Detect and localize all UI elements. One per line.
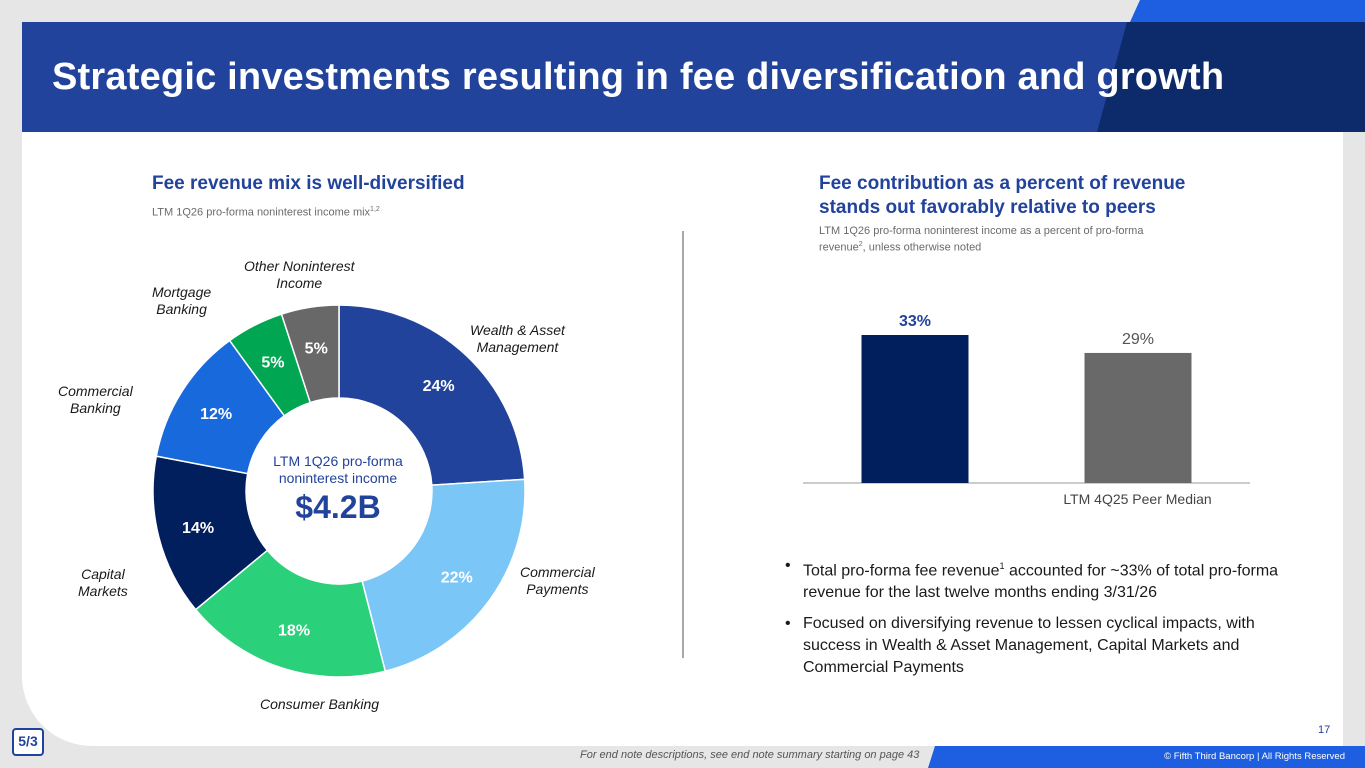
header-banner: Strategic investments resulting in fee d…: [22, 22, 1365, 132]
page-number: 17: [1318, 724, 1331, 736]
copyright: © Fifth Third Bancorp | All Rights Reser…: [1164, 751, 1345, 762]
right-section-title: Fee contribution as a percent of revenue…: [819, 173, 1186, 218]
right-section-subtitle: LTM 1Q26 pro-forma noninterest income as…: [819, 225, 1144, 254]
donut-slice-label: 5%: [305, 340, 328, 357]
label-wealth-asset-management: Wealth & Asset Management: [470, 322, 565, 355]
bullet-item: • Total pro-forma fee revenue1 accounted …: [785, 557, 1279, 602]
donut-slice: [194, 549, 387, 678]
donut-center-label: LTM 1Q26 pro-forma noninterest income: [273, 453, 403, 486]
label-commercial-payments: Commercial Payments: [520, 564, 595, 597]
left-section-title: Fee revenue mix is well-diversified: [152, 173, 465, 194]
bullet-dot: •: [785, 615, 791, 633]
section-divider: [682, 231, 684, 658]
donut-slice: [338, 304, 526, 486]
donut-slice: [280, 304, 340, 404]
label-other-noninterest-income: Other Noninterest Income: [244, 258, 355, 291]
donut-slice: [361, 478, 526, 673]
label-capital-markets: Capital Markets: [78, 566, 128, 599]
label-mortgage-banking: Mortgage Banking: [152, 284, 212, 317]
bar: [1084, 352, 1192, 483]
donut-slice-label: 12%: [200, 406, 232, 423]
label-consumer-banking: Consumer Banking: [260, 696, 380, 712]
donut-center-value: $4.2B: [295, 489, 381, 525]
header-accent-shape: [1097, 22, 1365, 132]
bar: [861, 335, 969, 483]
bar-value-label: 33%: [899, 313, 931, 330]
header-accent-strip: [1130, 0, 1365, 22]
donut-slice-label: 18%: [278, 622, 310, 639]
bar-value-label: 29%: [1122, 331, 1154, 348]
fifth-third-logo-icon: 5/3: [12, 728, 44, 756]
donut-slice-label: 14%: [182, 520, 214, 537]
bar-category-label-peer-median: LTM 4Q25 Peer Median: [1063, 491, 1212, 507]
left-section-subtitle: LTM 1Q26 pro-forma noninterest income mi…: [152, 206, 380, 219]
donut-slice-label: 22%: [441, 570, 473, 587]
page-title: Strategic investments resulting in fee d…: [52, 56, 1225, 98]
footnote: For end note descriptions, see end note …: [580, 749, 920, 761]
donut-slice-label: 5%: [261, 354, 284, 371]
donut-slice-label: 24%: [423, 378, 455, 395]
bullet-item: • Focused on diversifying revenue to less…: [785, 615, 1255, 677]
key-points-list: • Total pro-forma fee revenue1 accounted …: [785, 555, 1285, 688]
label-commercial-banking: Commercial Banking: [58, 383, 133, 416]
bullet-dot: •: [785, 557, 791, 574]
